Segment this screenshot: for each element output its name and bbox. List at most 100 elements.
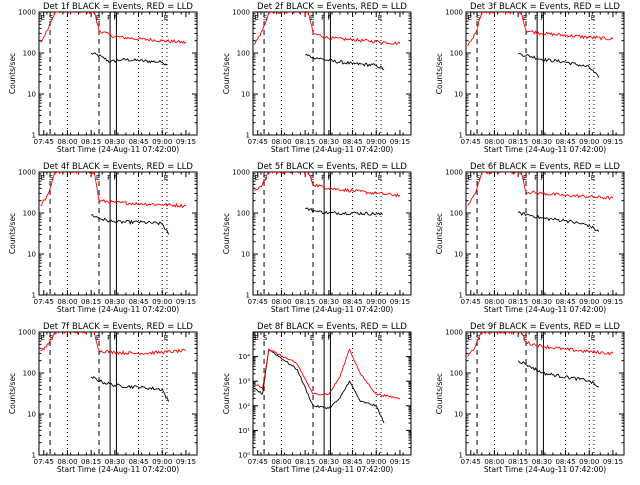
x-tick-label: 07:45	[248, 138, 268, 146]
y-axis-label: Counts/sec	[222, 213, 231, 254]
plot-frame	[465, 171, 625, 296]
x-tick-label: 08:45	[342, 298, 362, 306]
y-tick-label: 100	[23, 50, 36, 58]
series-events-line	[90, 52, 168, 66]
x-tick-label: 08:00	[271, 458, 291, 466]
x-tick-label: 08:45	[342, 138, 362, 146]
series-lld-line	[467, 12, 614, 46]
chart-panel-9: Det 9f BLACK = Events, RED = LLD 1 10 100 10…	[435, 322, 625, 474]
marker-label: E	[591, 334, 595, 342]
x-tick-label: 08:00	[271, 298, 291, 306]
y-axis-label: Counts/sec	[435, 53, 444, 94]
x-axis-label: Start Time (24-Aug-11 07:42:00)	[57, 145, 179, 154]
marker-label: F	[540, 334, 544, 342]
y-tick-label: 1000	[18, 329, 36, 337]
x-tick-label: 08:15	[508, 458, 528, 466]
x-tick-label: 09:15	[176, 458, 196, 466]
y-tick-label: 10	[27, 251, 36, 259]
x-tick-label: 08:00	[484, 458, 504, 466]
x-tick-label: 09:00	[579, 458, 599, 466]
marker-label: S	[263, 334, 268, 342]
marker-label: F	[327, 334, 331, 342]
y-tick-label: 1	[459, 292, 463, 300]
y-tick-label: 1000	[445, 9, 463, 17]
x-tick-label: 07:45	[34, 298, 54, 306]
x-tick-label: 09:00	[152, 298, 172, 306]
y-tick-label: 10	[454, 91, 463, 99]
marker-label: E	[310, 174, 314, 182]
y-tick-label: 10¹	[238, 427, 250, 435]
series-events-line	[90, 376, 169, 402]
marker-label: E	[310, 334, 314, 342]
plot-frame	[38, 331, 198, 456]
y-tick-label: 1	[459, 452, 463, 460]
marker-label: F	[534, 174, 538, 182]
panel-title: Det 5f BLACK = Events, RED = LLD	[257, 162, 407, 172]
marker-label: E	[310, 14, 314, 22]
x-tick-label: 08:00	[484, 138, 504, 146]
marker-label: E	[96, 334, 100, 342]
marker-label: F	[540, 14, 544, 22]
x-tick-label: 08:30	[532, 458, 552, 466]
series-events-line	[304, 53, 385, 70]
marker-label: F	[321, 334, 325, 342]
y-axis-label: Counts/sec	[8, 373, 17, 414]
plot-frame	[38, 171, 198, 296]
marker-label: E	[378, 14, 382, 22]
panel-title: Det 6f BLACK = Events, RED = LLD	[470, 162, 620, 172]
x-axis-label: Start Time (24-Aug-11 07:42:00)	[484, 145, 606, 154]
marker-label: S	[476, 174, 481, 182]
series-lld-line	[254, 348, 401, 400]
x-tick-label: 07:45	[34, 138, 54, 146]
x-tick-label: 07:45	[461, 458, 481, 466]
plot-frame	[252, 331, 412, 456]
x-axis-label: Start Time (24-Aug-11 07:42:00)	[271, 145, 393, 154]
panel-title: Det 4f BLACK = Events, RED = LLD	[43, 162, 193, 172]
y-tick-label: 10	[454, 251, 463, 259]
marker-label: E	[255, 334, 259, 342]
y-tick-label: 10³	[238, 378, 250, 386]
marker-label: S	[49, 14, 54, 22]
series-lld-line	[40, 12, 187, 44]
x-tick-label: 08:30	[532, 298, 552, 306]
y-tick-label: 10	[27, 91, 36, 99]
x-tick-label: 08:30	[319, 458, 339, 466]
x-tick-label: 08:30	[105, 298, 125, 306]
y-tick-label: 100	[23, 210, 36, 218]
y-tick-label: 1	[32, 132, 36, 140]
x-tick-label: 09:00	[152, 458, 172, 466]
plot-frame	[38, 11, 198, 136]
marker-label: E	[164, 174, 168, 182]
panel-title: Det 7f BLACK = Events, RED = LLD	[43, 322, 193, 332]
chart-panel-7: Det 7f BLACK = Events, RED = LLD 1 10 100 10…	[8, 322, 198, 474]
y-tick-label: 1000	[445, 329, 463, 337]
y-tick-label: 1000	[232, 9, 250, 17]
x-tick-label: 07:45	[248, 458, 268, 466]
x-tick-label: 09:00	[366, 458, 386, 466]
panel-title: Det 8f BLACK = Events, RED = LLD	[257, 322, 407, 332]
marker-label: E	[523, 14, 527, 22]
x-tick-label: 08:00	[484, 298, 504, 306]
x-tick-label: 09:15	[603, 138, 623, 146]
x-tick-label: 08:15	[508, 138, 528, 146]
plot-frame	[252, 11, 412, 136]
y-axis-label: Counts/sec	[435, 213, 444, 254]
y-tick-label: 10⁰	[238, 452, 250, 460]
marker-label: F	[113, 174, 117, 182]
series-events-line	[91, 214, 169, 235]
x-tick-label: 09:15	[176, 138, 196, 146]
x-tick-label: 09:15	[176, 298, 196, 306]
marker-label: F	[327, 14, 331, 22]
x-axis-label: Start Time (24-Aug-11 07:42:00)	[484, 305, 606, 314]
x-tick-label: 09:15	[390, 138, 410, 146]
x-axis-label: Start Time (24-Aug-11 07:42:00)	[484, 465, 606, 474]
x-tick-label: 09:00	[579, 138, 599, 146]
x-tick-label: 08:45	[128, 138, 148, 146]
y-axis-label: Counts/sec	[222, 373, 231, 414]
marker-label: E	[378, 174, 382, 182]
y-tick-label: 10	[27, 411, 36, 419]
panel-title: Det 2f BLACK = Events, RED = LLD	[257, 2, 407, 12]
chart-panel-6: Det 6f BLACK = Events, RED = LLD 1 10 100 10…	[435, 162, 625, 314]
y-axis-label: Counts/sec	[435, 373, 444, 414]
